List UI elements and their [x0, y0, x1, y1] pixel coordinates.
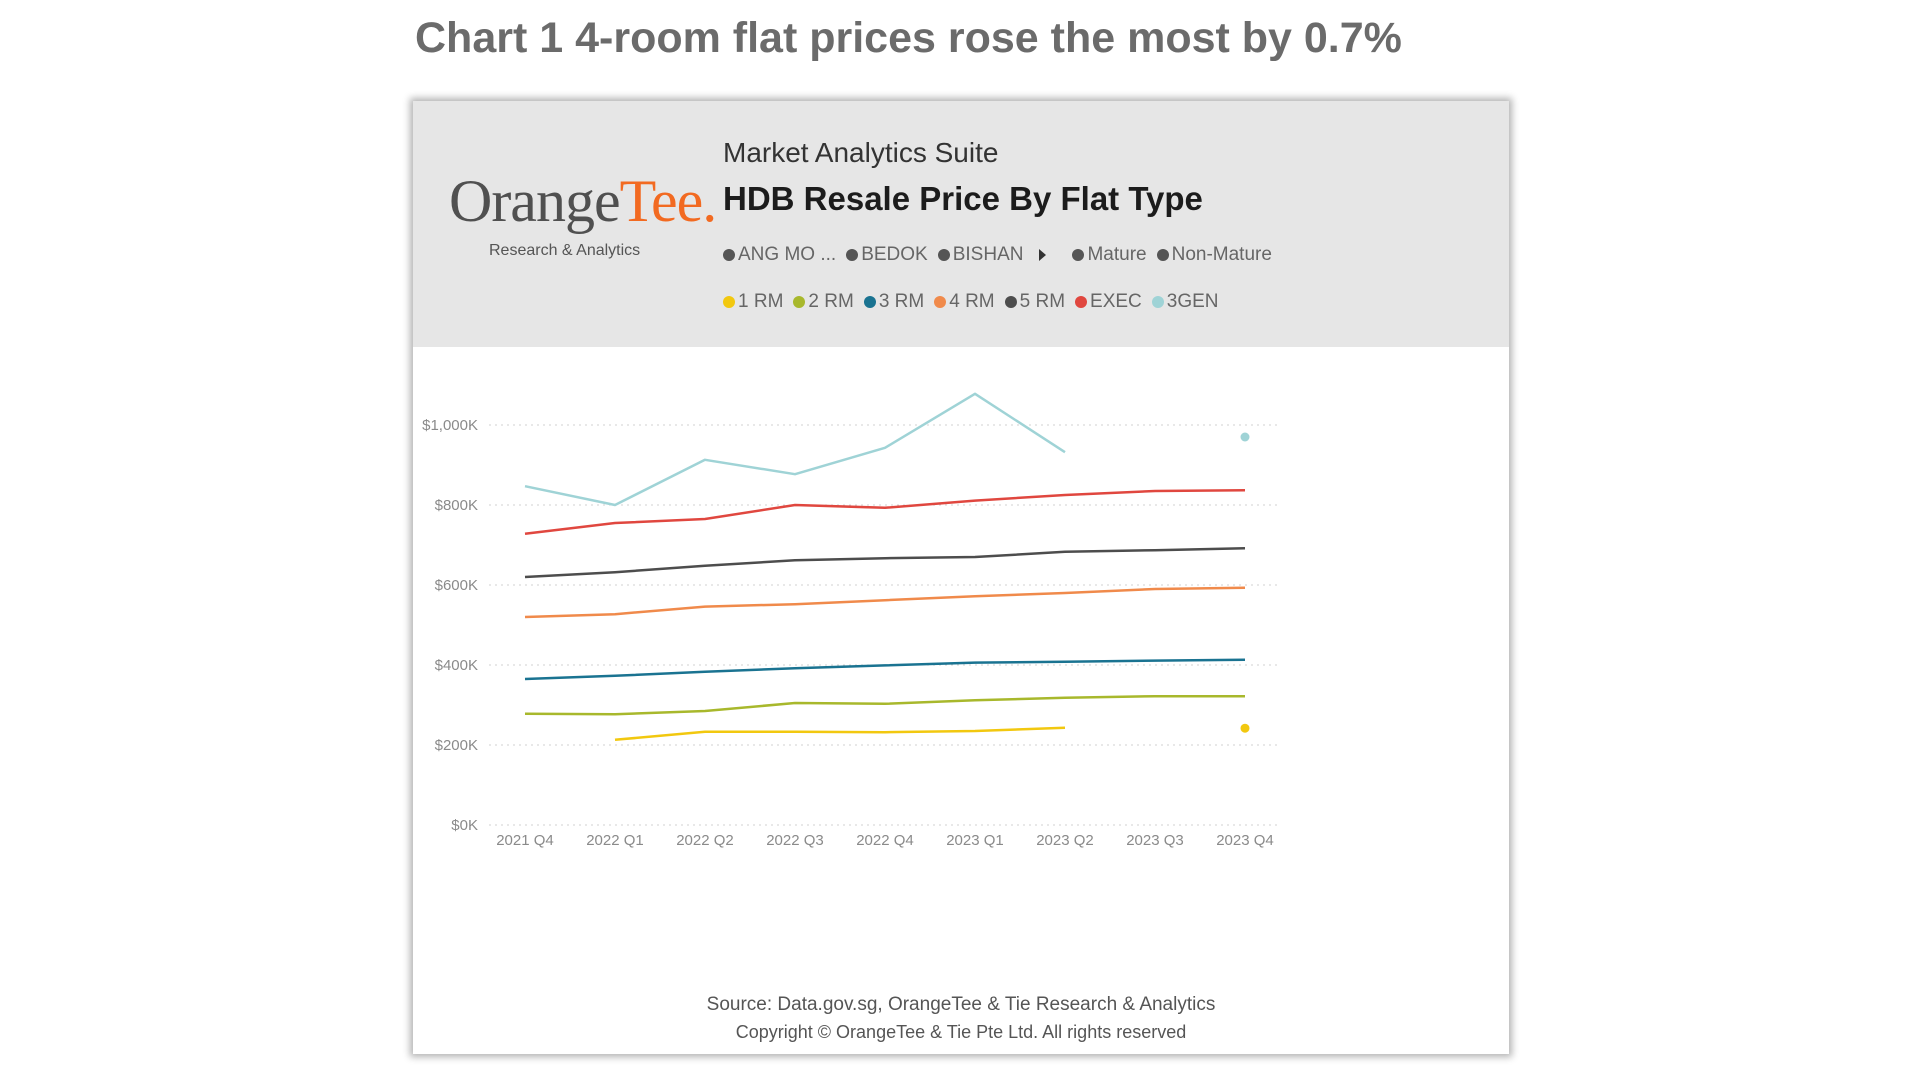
legend-label: 2 RM	[808, 291, 854, 312]
filter-mature[interactable]: Mature	[1072, 244, 1147, 266]
series-line-exec	[524, 488, 1246, 536]
filter-non-mature-label: Non-Mature	[1171, 244, 1272, 265]
x-tick-label: 2023 Q4	[1216, 832, 1274, 849]
chevron-right-icon[interactable]	[1039, 249, 1047, 261]
suite-label: Market Analytics Suite	[723, 137, 999, 168]
report-header: OrangeTee. Research & Analytics Market A…	[413, 101, 1509, 347]
x-tick-label: 2022 Q3	[766, 832, 824, 849]
x-axis-ticks: 2021 Q4 2022 Q1 2022 Q2 2022 Q3 2022 Q4 2023 …	[496, 832, 1274, 849]
y-tick-label: $0K	[451, 817, 478, 834]
series-line-4-rm	[524, 586, 1246, 619]
series-line-5-rm	[524, 546, 1246, 579]
filter-non-mature[interactable]: Non-Mature	[1156, 244, 1272, 266]
line-chart: $0K$200K$400K$600K$800K$1,000K 2021 Q4 20…	[422, 392, 1279, 849]
legend-dot-icon	[1151, 296, 1164, 308]
legend-dot-icon	[1004, 296, 1017, 308]
filter-region-label: BEDOK	[861, 244, 928, 265]
legend-dot-icon	[863, 296, 876, 308]
series-lines	[524, 392, 1250, 742]
legend-label: 3GEN	[1166, 291, 1219, 312]
legend-item-3gen[interactable]: 3GEN	[1151, 291, 1219, 313]
series-2-rm	[524, 694, 1245, 716]
filter-region-label: BISHAN	[952, 244, 1024, 265]
x-tick-label: 2023 Q3	[1126, 832, 1184, 849]
filter-region-ang-mo[interactable]: ANG MO ...	[723, 244, 836, 266]
gridlines	[489, 424, 1279, 826]
filter-dot-icon	[1156, 249, 1169, 261]
x-tick-label: 2022 Q4	[856, 832, 914, 849]
y-tick-label: $400K	[435, 657, 478, 674]
series-exec	[524, 488, 1246, 536]
legend-label: 3 RM	[878, 291, 925, 312]
data-point-1-rm	[1240, 723, 1250, 733]
series-line-2-rm	[524, 694, 1245, 716]
series-line-1-rm	[614, 726, 1066, 742]
report-title: HDB Resale Price By Flat Type	[723, 180, 1203, 217]
series-3-rm	[524, 658, 1246, 681]
filter-region-bishan[interactable]: BISHAN	[937, 244, 1024, 266]
filter-mature-label: Mature	[1087, 244, 1147, 265]
logo-tagline: Research & Analytics	[489, 242, 641, 259]
legend-label: 1 RM	[738, 291, 784, 312]
legend-dot-icon	[934, 296, 947, 308]
legend-item-4-rm[interactable]: 4 RM	[934, 291, 995, 313]
y-axis-ticks: $0K $200K $400K $600K $800K $1,000K	[422, 417, 478, 834]
filter-region-bedok[interactable]: BEDOK	[846, 244, 928, 266]
y-tick-label: $600K	[435, 577, 478, 594]
filter-dot-icon	[723, 249, 735, 261]
x-tick-label: 2022 Q1	[586, 832, 644, 849]
x-tick-label: 2021 Q4	[496, 832, 554, 849]
filter-region-label: ANG MO ...	[738, 244, 837, 265]
legend-item-exec[interactable]: EXEC	[1075, 291, 1142, 313]
source-note: Source: Data.gov.sg, OrangeTee & Tie Res…	[706, 994, 1216, 1015]
data-point-3gen	[1240, 432, 1250, 442]
legend-item-5-rm[interactable]: 5 RM	[1004, 291, 1066, 313]
filter-dot-icon	[1072, 249, 1085, 261]
series-3gen	[524, 392, 1250, 507]
flat-type-legend: 1 RM 2 RM 3 RM 4 RM 5 RM EXEC 3GEN	[723, 291, 1229, 313]
legend-item-1-rm[interactable]: 1 RM	[723, 291, 783, 313]
legend-label: 5 RM	[1019, 291, 1066, 312]
logo-brand-main: Orange	[449, 168, 621, 234]
series-1-rm	[614, 723, 1250, 742]
logo-brand-accent: Tee.	[619, 168, 718, 234]
orangetee-logo: OrangeTee.	[449, 167, 718, 236]
series-4-rm	[524, 586, 1246, 619]
series-line-3gen	[524, 392, 1066, 507]
legend-item-2-rm[interactable]: 2 RM	[793, 291, 854, 313]
x-tick-label: 2023 Q2	[1036, 832, 1094, 849]
filter-dot-icon	[937, 249, 950, 261]
y-tick-label: $800K	[435, 497, 478, 514]
y-tick-label: $1,000K	[422, 417, 478, 434]
series-line-3-rm	[524, 658, 1246, 681]
legend-dot-icon	[1075, 296, 1088, 308]
legend-item-3-rm[interactable]: 3 RM	[863, 291, 925, 313]
page-title: Chart 1 4-room flat prices rose the most…	[415, 14, 1402, 62]
x-tick-label: 2023 Q1	[946, 832, 1004, 849]
report-card: OrangeTee. Research & Analytics Market A…	[413, 101, 1509, 1054]
filter-slicer-row: ANG MO ... BEDOK BISHAN Mature Non-Matur…	[723, 244, 1282, 266]
series-5-rm	[524, 546, 1246, 579]
legend-label: 4 RM	[949, 291, 995, 312]
legend-label: EXEC	[1090, 291, 1142, 312]
copyright-note: Copyright © OrangeTee & Tie Pte Ltd. All…	[735, 1022, 1187, 1042]
legend-dot-icon	[723, 296, 735, 308]
x-tick-label: 2022 Q2	[676, 832, 734, 849]
y-tick-label: $200K	[435, 737, 478, 754]
filter-dot-icon	[846, 249, 859, 261]
legend-dot-icon	[793, 296, 806, 308]
